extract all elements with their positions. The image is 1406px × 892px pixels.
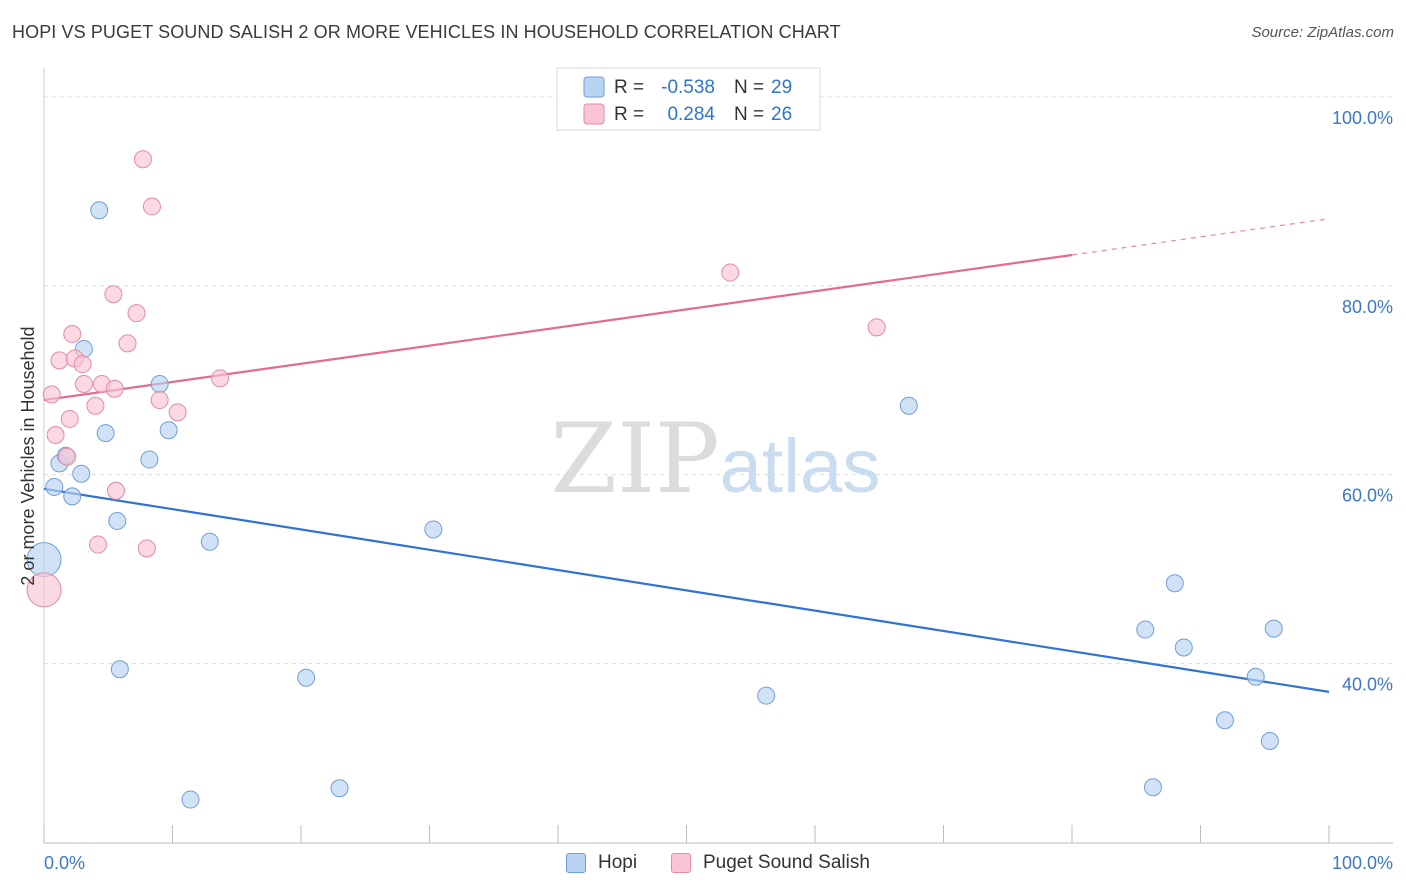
salish-point-11	[88, 535, 107, 554]
source-label: Source: ZipAtlas.com	[1251, 24, 1394, 41]
hopi-point-24	[1174, 638, 1193, 657]
hopi-point-11	[159, 421, 178, 440]
watermark-atlas: atlas	[720, 424, 881, 509]
x-tick-label-max: 100.0%	[1332, 853, 1393, 873]
bottom-legend-label-hopi: Hopi	[598, 852, 638, 873]
trend-line-1	[43, 253, 1073, 402]
bottom-legend-item-salish: Puget Sound Salish	[671, 852, 870, 874]
y-tick-label-40: 40.0%	[1342, 675, 1393, 695]
hopi-point-8	[96, 424, 115, 443]
hopi-point-15	[200, 532, 219, 551]
hopi-point-14	[181, 790, 200, 809]
salish-point-2	[46, 426, 65, 444]
bottom-legend-item-hopi: Hopi	[566, 852, 637, 874]
salish-point-6	[63, 324, 82, 343]
hopi-point-4	[63, 487, 82, 506]
salish-point-4	[58, 447, 77, 466]
y-tick-label-60: 60.0%	[1342, 486, 1393, 506]
hopi-point-7	[90, 201, 109, 220]
salish-point-1	[42, 385, 61, 404]
salish-point-10	[86, 396, 105, 415]
legend-r-label-salish: R =	[614, 104, 644, 125]
hopi-point-12	[140, 450, 159, 469]
salish-point-23	[211, 369, 230, 388]
data-points	[26, 150, 1283, 809]
watermark-zip: ZIP	[550, 403, 719, 515]
legend-swatch-salish	[583, 103, 605, 125]
salish-point-22	[168, 403, 187, 422]
salish-point-9	[74, 375, 93, 393]
hopi-point-1	[45, 477, 64, 496]
chart-title: HOPI VS PUGET SOUND SALISH 2 OR MORE VEH…	[12, 22, 841, 42]
salish-point-24	[721, 263, 740, 282]
hopi-point-13	[150, 375, 169, 393]
legend-r-value-salish: 0.284	[667, 104, 715, 125]
salish-point-20	[142, 197, 161, 216]
bottom-legend-swatch-salish	[671, 853, 691, 873]
salish-point-8	[73, 355, 92, 374]
trend-line-extension-1	[1071, 218, 1330, 256]
hopi-point-23	[1165, 574, 1184, 593]
bottom-legend: Hopi Puget Sound Salish	[0, 850, 1406, 880]
legend-r-value-hopi: -0.538	[661, 77, 715, 98]
hopi-point-26	[1246, 667, 1265, 686]
hopi-point-27	[1260, 732, 1279, 750]
legend-r-label-hopi: R =	[614, 77, 644, 98]
hopi-point-19	[757, 686, 776, 705]
y-tick-label-80: 80.0%	[1342, 297, 1393, 317]
bottom-legend-label-salish: Puget Sound Salish	[703, 852, 870, 873]
hopi-point-5	[72, 464, 91, 483]
salish-point-19	[137, 539, 156, 558]
hopi-point-25	[1215, 711, 1234, 730]
hopi-point-17	[330, 779, 349, 798]
salish-point-13	[104, 285, 123, 304]
bottom-legend-swatch-hopi	[566, 853, 586, 873]
salish-point-0	[26, 572, 62, 608]
legend-n-label-hopi: N =	[734, 77, 764, 98]
salish-point-17	[127, 304, 146, 323]
y-tick-label-100: 100.0%	[1332, 108, 1393, 128]
y-axis-label: 2 or more Vehicles in Household	[18, 326, 38, 585]
hopi-point-9	[108, 511, 127, 530]
legend-n-value-hopi: 29	[771, 77, 792, 98]
grid-lines	[44, 96, 1393, 665]
salish-point-15	[106, 481, 125, 500]
hopi-point-18	[424, 520, 443, 539]
salish-point-16	[118, 334, 137, 353]
salish-point-5	[60, 409, 79, 428]
salish-point-14	[105, 379, 124, 398]
legend-swatch-hopi	[583, 76, 605, 98]
hopi-point-10	[110, 660, 129, 679]
legend-n-label-salish: N =	[734, 104, 764, 125]
tick-labels: 40.0% 60.0% 80.0% 100.0% 0.0% 100.0%	[44, 108, 1393, 873]
salish-point-18	[133, 150, 152, 169]
hopi-point-16	[297, 668, 316, 687]
salish-point-3	[50, 351, 69, 370]
watermark: ZIP atlas	[550, 403, 880, 515]
hopi-point-20	[899, 396, 918, 415]
axes	[43, 68, 1393, 844]
hopi-point-21	[1136, 620, 1155, 639]
legend: R = -0.538 N = 29 R = 0.284 N = 26	[556, 67, 821, 131]
legend-n-value-salish: 26	[771, 104, 792, 125]
hopi-point-28	[1264, 619, 1283, 638]
salish-point-21	[150, 391, 169, 410]
trend-line-0	[43, 487, 1330, 693]
x-tick-label-min: 0.0%	[44, 853, 85, 873]
salish-point-25	[867, 318, 886, 337]
hopi-point-22	[1143, 778, 1162, 797]
